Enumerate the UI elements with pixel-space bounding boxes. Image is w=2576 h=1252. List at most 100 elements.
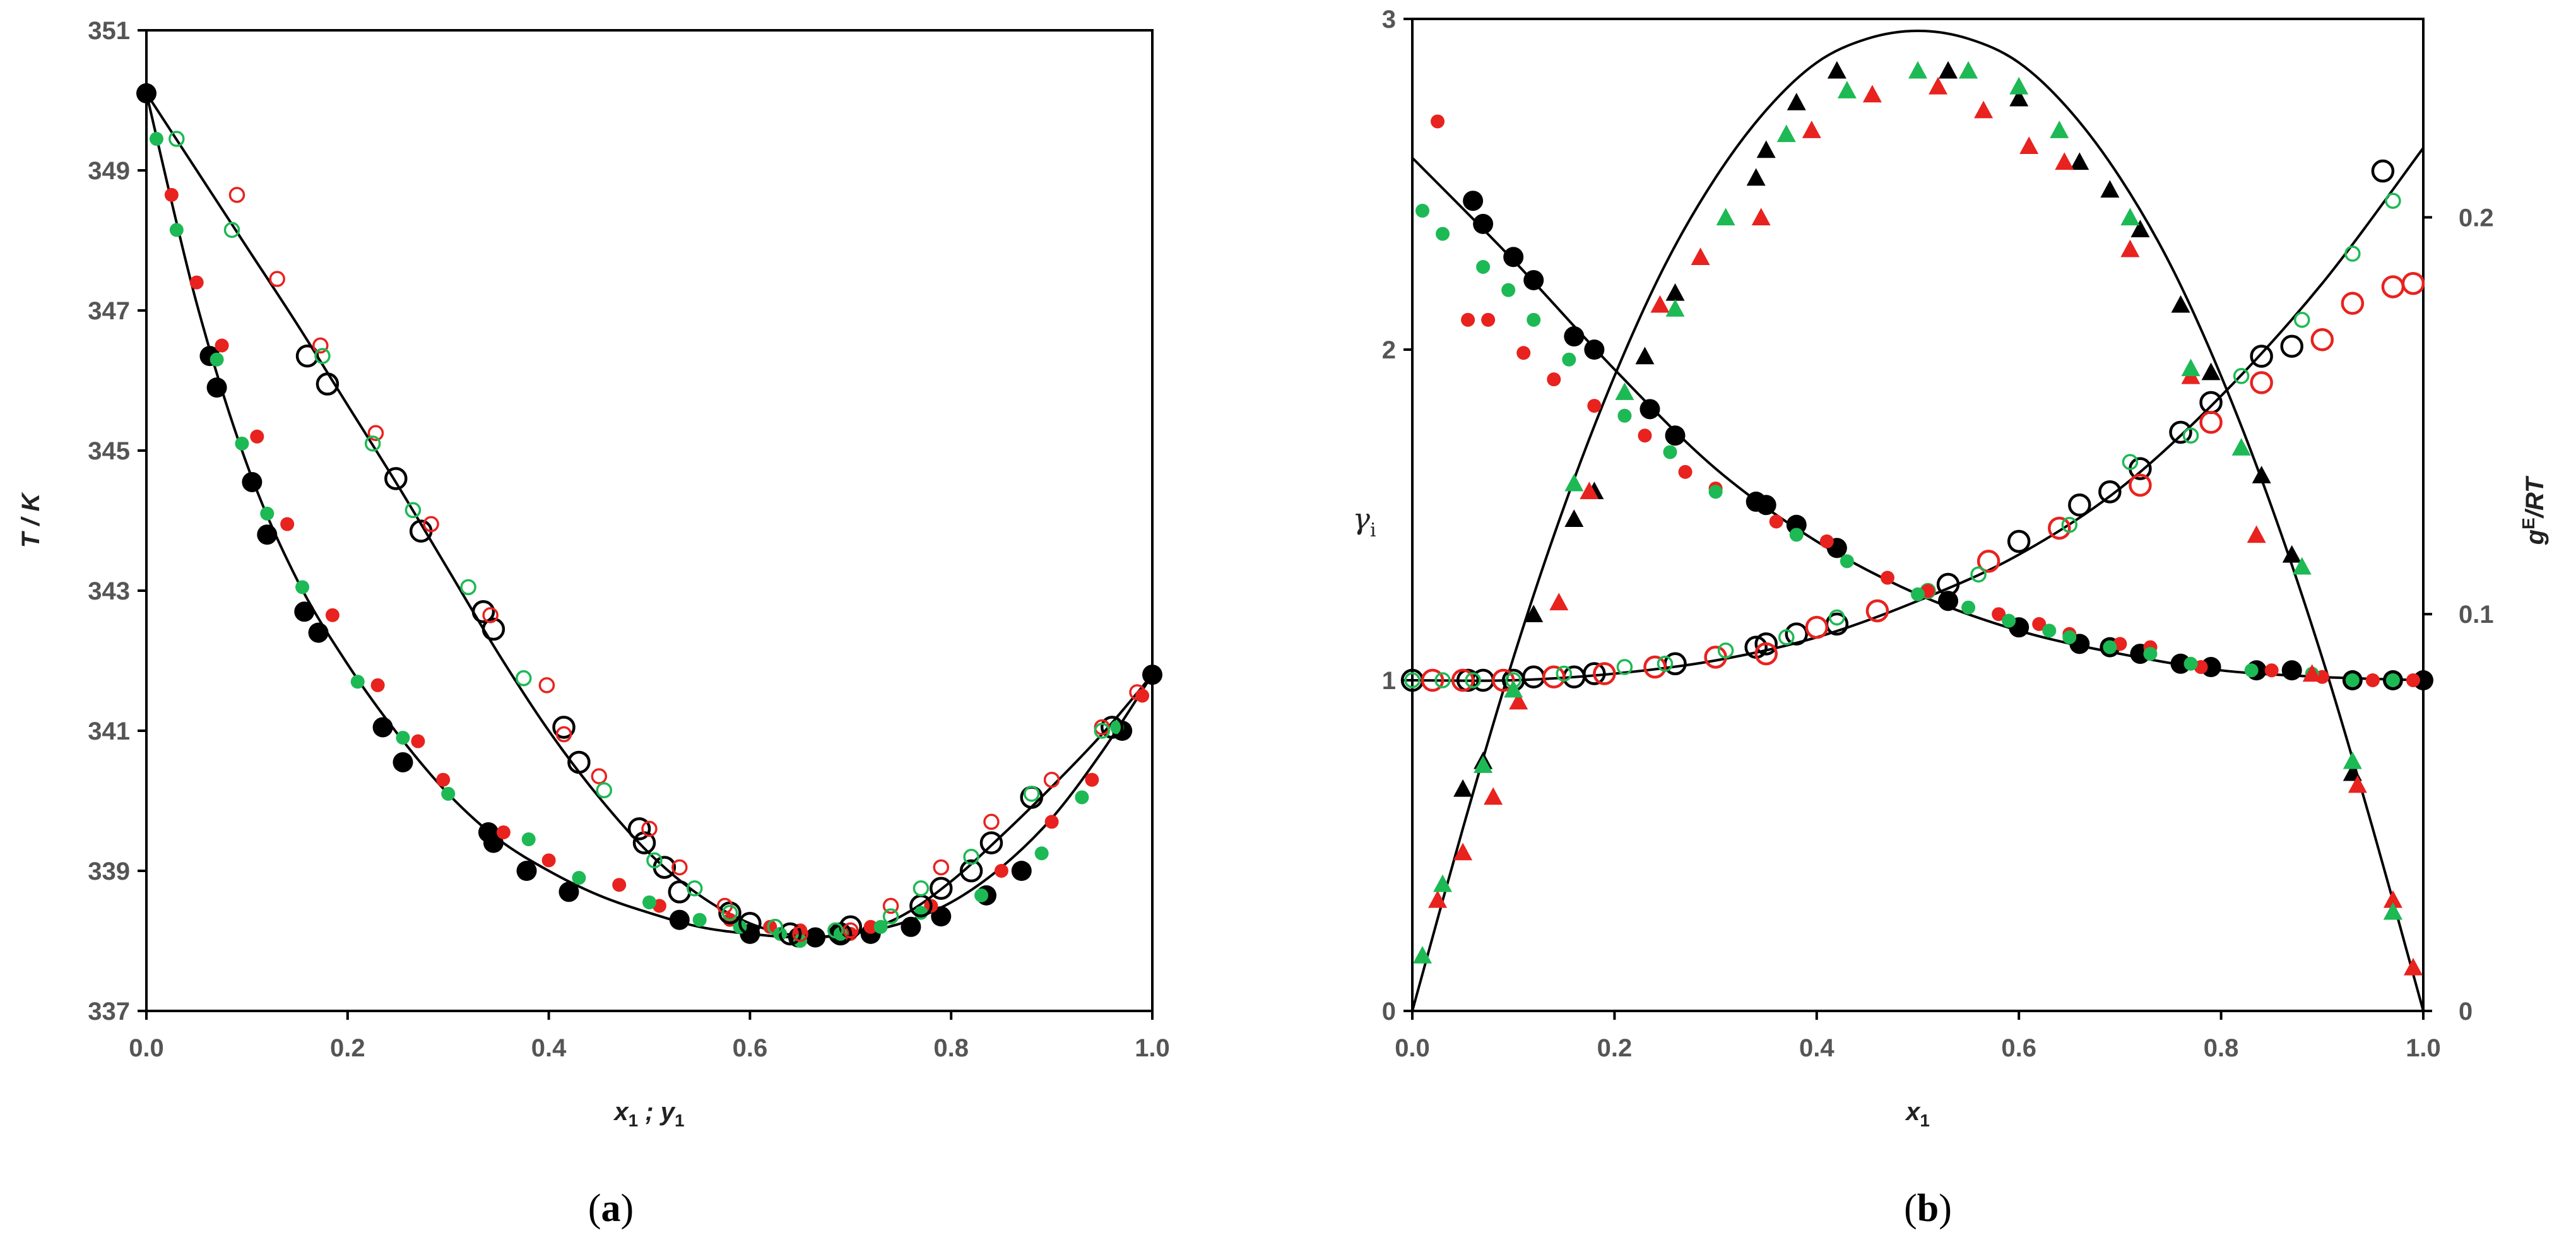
panel-b-x-ticks: 0.0 0.2 0.4 0.6 0.8 1.0 — [1395, 1011, 2441, 1062]
data-point — [2062, 630, 2077, 644]
data-point — [136, 83, 157, 103]
data-point — [2310, 328, 2334, 351]
data-point — [1481, 312, 1496, 327]
data-point — [364, 435, 381, 452]
data-point — [1862, 85, 1882, 103]
panel-a-x-tick-label: 0.4 — [531, 1034, 567, 1062]
panel-b-x-tick-label: 0.6 — [2001, 1034, 2036, 1062]
data-point — [2244, 663, 2259, 678]
data-point — [1716, 208, 1735, 226]
panel-b-curves — [1411, 29, 2425, 1012]
data-point — [2120, 239, 2140, 257]
data-point — [1638, 428, 1652, 443]
data-point — [228, 187, 245, 203]
panel-a-y-tick-label: 341 — [88, 718, 130, 745]
data-point — [552, 716, 576, 739]
data-point — [1085, 772, 1099, 787]
data-point — [1023, 786, 1040, 802]
data-point — [2201, 362, 2221, 381]
data-point — [2294, 312, 2310, 328]
data-point — [541, 853, 556, 868]
data-point — [235, 436, 249, 451]
data-point — [436, 772, 451, 787]
data-point — [827, 922, 844, 939]
data-point — [1562, 352, 1576, 367]
data-point — [1756, 140, 1776, 158]
data-point — [555, 726, 572, 743]
data-point — [1657, 656, 1674, 672]
data-point — [1404, 672, 1421, 688]
data-point — [1527, 312, 1541, 327]
data-point — [1436, 227, 1450, 241]
data-point — [1754, 632, 1778, 656]
panel-a-x-tick-label: 0.6 — [733, 1034, 768, 1062]
panel-a-series-vapor-black — [295, 344, 1124, 946]
data-point — [863, 919, 878, 934]
data-point — [2292, 557, 2312, 575]
panel-a-x-tick-label: 0.2 — [330, 1034, 365, 1062]
data-point — [1521, 665, 1545, 689]
data-point — [210, 352, 224, 367]
data-point — [778, 922, 802, 946]
data-point — [1142, 664, 1162, 685]
data-point — [1615, 382, 1634, 400]
data-point — [669, 909, 690, 930]
data-point — [370, 678, 385, 692]
data-point — [1584, 340, 1605, 360]
data-point — [1413, 945, 1433, 964]
panel-b-series-gE-green — [1413, 61, 2402, 964]
data-point — [1665, 425, 1686, 446]
data-point — [1974, 100, 1994, 119]
data-point — [1463, 191, 1484, 211]
data-point — [2264, 663, 2279, 678]
data-point — [1829, 609, 1845, 626]
data-point — [367, 425, 384, 441]
data-point — [2019, 136, 2039, 154]
data-point — [2009, 76, 2029, 95]
data-point — [2201, 657, 2221, 678]
data-point — [2032, 617, 2047, 631]
data-point — [1473, 213, 1494, 234]
data-point — [308, 622, 329, 643]
data-point — [1476, 260, 1491, 274]
data-point — [1564, 509, 1584, 528]
data-point — [1129, 684, 1145, 700]
data-point — [558, 882, 579, 902]
data-point — [2233, 368, 2250, 384]
panel-a-series-vapor-red — [228, 187, 1145, 942]
data-point — [250, 429, 264, 444]
data-point — [312, 337, 329, 354]
data-point — [1043, 771, 1060, 788]
data-point — [423, 516, 439, 533]
data-point — [2009, 88, 2029, 107]
data-point — [1034, 846, 1049, 861]
data-point — [1547, 372, 1561, 387]
data-point — [2250, 371, 2273, 394]
panel-b-y2-tick-label: 0 — [2459, 998, 2473, 1025]
panel-a-series-liquid-green — [149, 132, 1125, 948]
data-point — [314, 348, 331, 364]
panel-b-x-tick-label: 0.0 — [1395, 1034, 1430, 1062]
panel-a-label: (a) — [588, 1187, 634, 1230]
panel-b-y-axis-label: γi — [1352, 502, 1376, 541]
panel-b-plot-frame — [1411, 18, 2425, 1012]
panel-b-y-tick-label: 1 — [1382, 667, 1396, 695]
data-point — [692, 912, 707, 927]
data-point — [2381, 275, 2405, 298]
data-point — [2385, 192, 2401, 209]
data-point — [627, 817, 651, 841]
data-point — [1970, 566, 1987, 583]
data-point — [2281, 660, 2302, 681]
data-point — [641, 820, 658, 837]
data-point — [1524, 605, 1544, 622]
data-point — [516, 670, 532, 687]
data-point — [959, 859, 983, 883]
panel-a-x-ticks: 0.0 0.2 0.4 0.6 0.8 1.0 — [129, 1011, 1170, 1062]
data-point — [882, 908, 899, 924]
data-point — [1504, 680, 1523, 698]
data-point — [1708, 485, 1723, 499]
data-point — [1769, 514, 1783, 529]
data-point — [2171, 295, 2190, 313]
data-point — [2199, 411, 2223, 434]
